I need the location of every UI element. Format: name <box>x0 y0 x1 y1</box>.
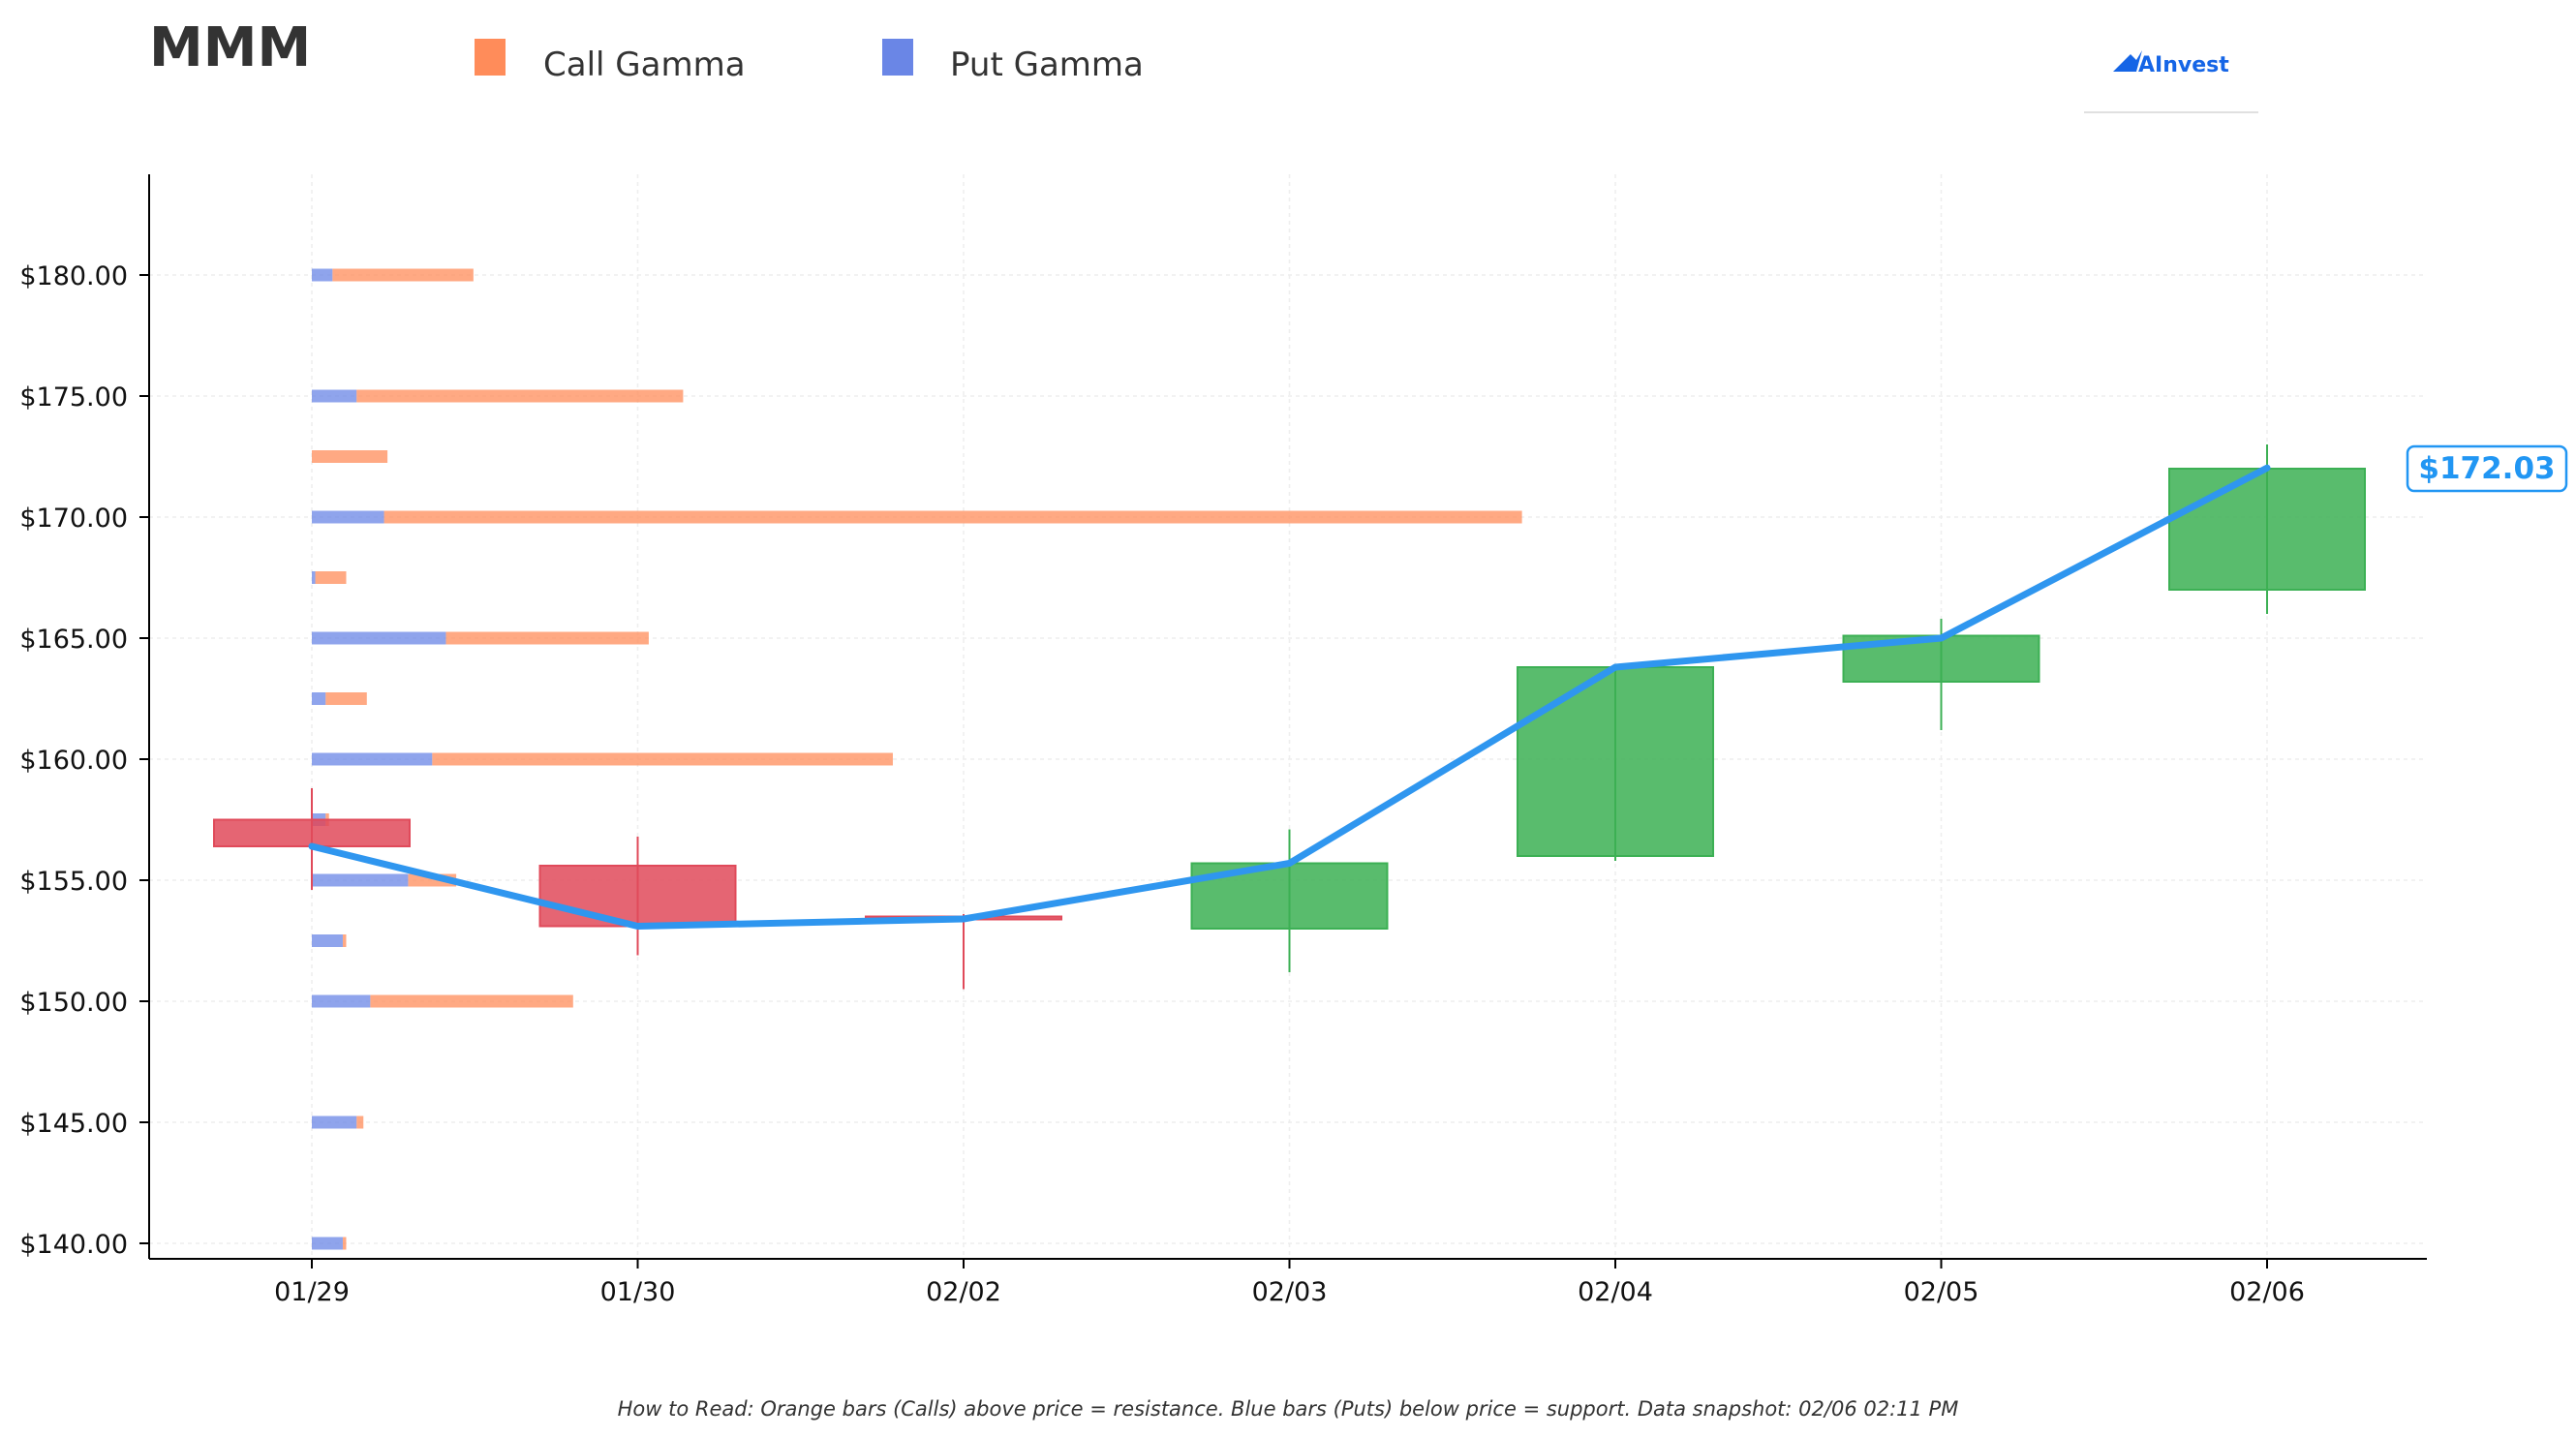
call-gamma-bar <box>356 389 684 403</box>
candle-body <box>213 818 411 847</box>
call-gamma-bar <box>383 510 1522 524</box>
last-price-tag: $172.03 <box>2406 444 2568 493</box>
x-tick-label: 01/30 <box>600 1277 676 1307</box>
tick-labels-layer: $140.00 $145.00 $150.00 $155.00 $160.00 $165.… <box>19 261 2305 1307</box>
chart-title: MMM <box>149 16 311 79</box>
call-gamma-bar <box>342 934 347 947</box>
legend: Call Gamma Put Gamma <box>475 39 1144 84</box>
call-gamma-bar <box>342 1237 347 1250</box>
legend-call-label: Call Gamma <box>543 46 746 84</box>
call-gamma-bar <box>370 994 573 1008</box>
put-gamma-bar <box>312 631 446 645</box>
call-gamma-bar <box>332 268 474 282</box>
y-tick-label: $150.00 <box>19 988 128 1018</box>
call-gamma-bar <box>312 450 388 463</box>
x-tick-label: 02/06 <box>2229 1277 2305 1307</box>
put-gamma-bar <box>312 934 343 947</box>
put-gamma-bar <box>312 268 333 282</box>
close-line-layer <box>308 464 2271 930</box>
call-gamma-bar <box>356 1116 364 1129</box>
brand-name: AInvest <box>2138 53 2229 77</box>
put-gamma-bar <box>312 571 316 584</box>
y-tick-label: $160.00 <box>19 746 128 776</box>
y-tick-label: $140.00 <box>19 1230 128 1260</box>
legend-put-swatch <box>882 39 913 76</box>
put-gamma-bar <box>312 873 409 887</box>
put-gamma-bar <box>312 994 371 1008</box>
logo-mark-icon <box>2113 50 2142 72</box>
footnote: How to Read: Orange bars (Calls) above p… <box>618 1397 1959 1421</box>
gamma-bars-layer <box>312 268 1522 1250</box>
call-gamma-bar <box>325 692 367 705</box>
call-gamma-bar <box>315 571 347 584</box>
y-tick-label: $145.00 <box>19 1109 128 1139</box>
y-tick-label: $165.00 <box>19 625 128 655</box>
x-tick-label: 02/02 <box>926 1277 1001 1307</box>
x-tick-label: 02/05 <box>1904 1277 1979 1307</box>
candle-body <box>538 865 737 928</box>
grid-layer <box>149 174 2427 1259</box>
x-tick-label: 02/04 <box>1578 1277 1653 1307</box>
legend-call-swatch <box>475 39 506 76</box>
put-gamma-bar <box>312 752 433 766</box>
call-gamma-bar <box>445 631 649 645</box>
y-tick-label: $155.00 <box>19 867 128 897</box>
put-gamma-bar <box>312 1237 343 1250</box>
candles-layer <box>213 444 2366 990</box>
put-gamma-bar <box>312 389 357 403</box>
brand-logo: AInvest <box>2084 50 2258 113</box>
x-tick-label: 01/29 <box>274 1277 350 1307</box>
call-gamma-bar <box>432 752 893 766</box>
candle-body <box>1517 666 1714 857</box>
legend-put-label: Put Gamma <box>950 46 1144 84</box>
x-tick-label: 02/03 <box>1252 1277 1328 1307</box>
y-tick-label: $180.00 <box>19 261 128 291</box>
put-gamma-bar <box>312 510 384 524</box>
put-gamma-bar <box>312 692 326 705</box>
close-price-line <box>308 464 2271 930</box>
candle-body <box>2168 468 2366 591</box>
y-tick-label: $175.00 <box>19 382 128 413</box>
y-tick-label: $170.00 <box>19 504 128 534</box>
last-price-label: $172.03 <box>2418 451 2555 486</box>
axes-layer <box>139 174 2427 1269</box>
put-gamma-bar <box>312 1116 357 1129</box>
